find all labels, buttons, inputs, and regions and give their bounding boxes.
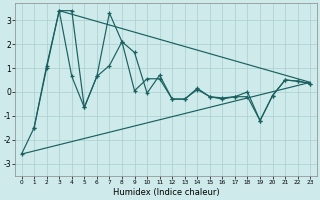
X-axis label: Humidex (Indice chaleur): Humidex (Indice chaleur) <box>113 188 219 197</box>
